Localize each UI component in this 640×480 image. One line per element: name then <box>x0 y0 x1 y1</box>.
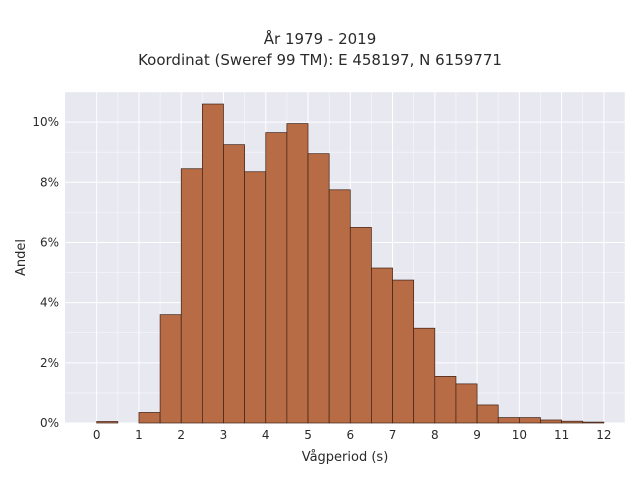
histogram-bar <box>349 227 372 424</box>
histogram-bar <box>371 267 393 424</box>
y-tick-label: 10% <box>32 115 59 129</box>
x-tick-label: 3 <box>220 428 228 442</box>
x-tick-label: 4 <box>262 428 270 442</box>
histogram-bar <box>497 417 520 424</box>
histogram-bar <box>561 420 584 424</box>
histogram-bar <box>159 314 182 424</box>
x-tick-label: 5 <box>304 428 312 442</box>
histogram-bar <box>138 412 161 424</box>
x-tick-label: 1 <box>135 428 143 442</box>
x-tick-label: 6 <box>346 428 354 442</box>
histogram-bar <box>286 123 309 424</box>
x-tick-label: 0 <box>93 428 101 442</box>
histogram-bar <box>392 279 415 424</box>
histogram-bar <box>413 327 436 424</box>
y-tick-label: 2% <box>40 356 59 370</box>
x-tick-label: 9 <box>473 428 481 442</box>
histogram-bar <box>518 417 541 424</box>
chart-title-line2: Koordinat (Sweref 99 TM): E 458197, N 61… <box>138 51 502 69</box>
x-tick-label: 8 <box>431 428 439 442</box>
y-tick-label: 6% <box>40 235 59 249</box>
histogram-bar <box>540 419 562 424</box>
y-tick-label: 4% <box>40 296 59 310</box>
y-tick-label: 8% <box>40 175 59 189</box>
histogram-bar <box>455 383 478 424</box>
x-tick-label: 10 <box>512 428 527 442</box>
x-tick-label: 12 <box>596 428 611 442</box>
y-axis-ticks: 0% 2% 4% 6% 8% 10% <box>32 115 59 430</box>
y-tick-label: 0% <box>40 416 59 430</box>
histogram-bar <box>244 171 267 424</box>
chart-title-line1: År 1979 - 2019 <box>263 30 377 48</box>
histogram-bar <box>582 421 605 424</box>
histogram-bar <box>202 103 224 424</box>
x-axis-ticks: 0 1 2 3 4 5 6 7 8 9 10 11 12 <box>93 428 612 442</box>
histogram-bar <box>180 168 203 424</box>
histogram-bar <box>223 144 245 424</box>
x-tick-label: 2 <box>177 428 185 442</box>
histogram-bar <box>434 376 457 424</box>
x-tick-label: 11 <box>554 428 569 442</box>
y-axis-label: Andel <box>14 239 29 276</box>
histogram-bar <box>328 189 351 424</box>
histogram-bar <box>96 421 119 424</box>
histogram-bars <box>96 103 605 424</box>
x-axis-label: Vågperiod (s) <box>302 450 389 465</box>
histogram-bar <box>307 153 330 424</box>
x-tick-label: 7 <box>389 428 397 442</box>
histogram-bar <box>476 404 499 424</box>
histogram-bar <box>265 132 288 424</box>
